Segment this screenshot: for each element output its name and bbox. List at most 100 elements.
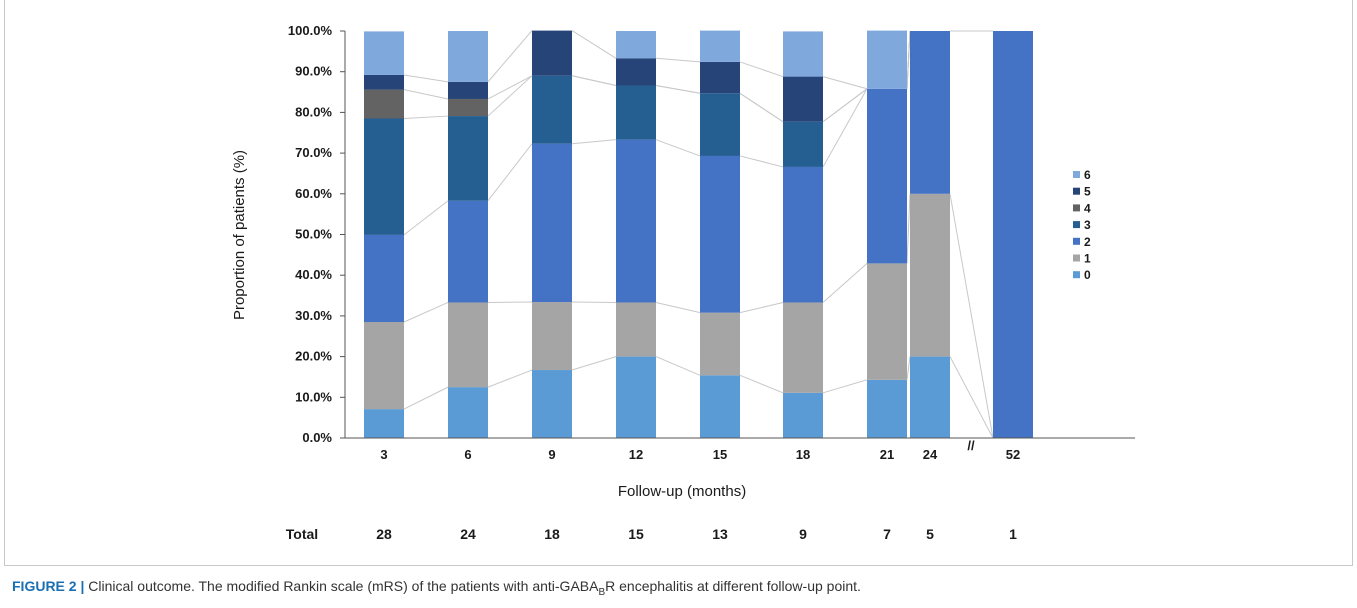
connector-line — [403, 74, 449, 83]
legend-swatch-0 — [1073, 271, 1080, 279]
bar-segment-3-mrs-4 — [364, 89, 404, 119]
y-tick-label: 70.0% — [295, 145, 332, 160]
caption-text-2: R encephalitis at different follow-up po… — [605, 578, 861, 594]
bar-segment-24-mrs-1 — [910, 193, 950, 357]
connector-line — [487, 143, 533, 202]
connector-line — [655, 85, 701, 94]
connector-line — [403, 386, 449, 410]
stacked-bar-chart: 0.0% 10.0% 20.0% 30.0% 40.0% 50.0% 60.0% 70.0% 8… — [231, 23, 1135, 542]
legend-swatch-6 — [1073, 171, 1080, 178]
bar-segment-6-mrs-3 — [448, 116, 488, 201]
connector-line — [403, 115, 449, 120]
connector-line — [739, 92, 784, 123]
y-tick-label: 100.0% — [288, 23, 333, 38]
bar-segment-12-mrs-1 — [616, 302, 656, 357]
bar-segment-15-mrs-2 — [700, 155, 740, 313]
bar-segment-6-mrs-0 — [448, 387, 488, 438]
legend-label-1: 1 — [1084, 252, 1091, 266]
y-tick-label: 10.0% — [295, 389, 332, 404]
connector-line — [571, 75, 617, 87]
bar-segment-3-mrs-0 — [364, 409, 404, 438]
bar-segment-18-mrs-6 — [783, 31, 823, 77]
x-tick-label: 9 — [548, 447, 555, 462]
connector-line — [487, 369, 533, 388]
bar-segment-15-mrs-1 — [700, 312, 740, 376]
legend-label-2: 2 — [1084, 235, 1091, 249]
legend-label-4: 4 — [1084, 201, 1091, 215]
bar-segment-3-mrs-3 — [364, 118, 404, 235]
bar-segment-21-mrs-0 — [867, 379, 907, 438]
total-count: 1 — [1009, 526, 1017, 542]
legend-label-0: 0 — [1084, 268, 1091, 282]
totals-row: 28 24 18 15 13 9 7 5 1 — [376, 526, 1017, 542]
y-tick-label: 20.0% — [295, 349, 332, 364]
bar-segment-15-mrs-6 — [700, 30, 740, 62]
bar-segment-9-mrs-2 — [532, 143, 572, 303]
bar-segment-12-mrs-5 — [616, 58, 656, 86]
connector-line — [949, 193, 994, 439]
connector-line — [739, 61, 784, 78]
connector-line — [906, 356, 911, 380]
bar-segment-6-mrs-5 — [448, 81, 488, 99]
x-tick-label: 3 — [380, 447, 387, 462]
legend-swatch-1 — [1073, 254, 1080, 262]
legend: 6 5 4 3 2 1 0 — [1073, 168, 1091, 282]
connector-line — [403, 89, 449, 100]
bar-segment-18-mrs-3 — [783, 121, 823, 167]
connector-line — [487, 75, 533, 117]
y-tick-label: 0.0% — [302, 430, 332, 445]
bars — [364, 30, 1033, 438]
bar-segment-9-mrs-0 — [532, 370, 572, 438]
connector-line — [487, 75, 533, 100]
axis-break-mark: // — [967, 438, 975, 453]
connector-line — [822, 88, 868, 123]
bar-segment-6-mrs-1 — [448, 302, 488, 388]
connector-line — [739, 155, 784, 168]
y-tick-label: 30.0% — [295, 308, 332, 323]
connector-line — [949, 356, 994, 439]
connector-line — [655, 301, 701, 314]
legend-swatch-2 — [1073, 237, 1080, 245]
connector-line — [655, 139, 701, 157]
caption-text-1: Clinical outcome. The modified Rankin sc… — [84, 578, 599, 594]
y-axis-title: Proportion of patients (%) — [231, 150, 248, 320]
bar-segment-12-mrs-0 — [616, 356, 656, 438]
bar-segment-15-mrs-3 — [700, 93, 740, 156]
bar-segment-18-mrs-0 — [783, 392, 823, 438]
y-tick-label: 50.0% — [295, 227, 332, 242]
figure-caption: FIGURE 2 | Clinical outcome. The modifie… — [12, 578, 1342, 598]
y-ticks: 0.0% 10.0% 20.0% 30.0% 40.0% 50.0% 60.0% 70.0% 8… — [288, 23, 345, 445]
bar-segment-24-mrs-0 — [910, 356, 950, 438]
total-count: 28 — [376, 526, 392, 542]
connector-line — [571, 30, 617, 59]
connector-line — [487, 30, 533, 83]
total-count: 7 — [883, 526, 891, 542]
bar-segment-9-mrs-1 — [532, 302, 572, 371]
bar-segment-9-mrs-3 — [532, 75, 572, 144]
legend-label-5: 5 — [1084, 185, 1091, 199]
bar-segment-18-mrs-2 — [783, 166, 823, 303]
connector-line — [655, 57, 701, 63]
bar-segment-3-mrs-6 — [364, 31, 404, 75]
connector-line — [571, 356, 617, 371]
connector-line — [822, 76, 868, 90]
x-ticks: 3 6 9 12 15 18 21 24 52 — [380, 447, 1020, 462]
total-count: 5 — [926, 526, 934, 542]
connector-line — [655, 356, 701, 376]
bar-segment-18-mrs-1 — [783, 302, 823, 393]
legend-label-6: 6 — [1084, 168, 1091, 182]
x-tick-label: 21 — [880, 447, 894, 462]
connector-line — [403, 302, 449, 323]
y-tick-label: 90.0% — [295, 64, 332, 79]
total-count: 18 — [544, 526, 560, 542]
connector-line — [739, 301, 784, 314]
total-count: 9 — [799, 526, 807, 542]
bar-segment-15-mrs-5 — [700, 61, 740, 94]
bar-segment-3-mrs-2 — [364, 234, 404, 323]
connector-line — [906, 193, 911, 264]
bar-segment-3-mrs-5 — [364, 74, 404, 90]
legend-swatch-4 — [1073, 204, 1080, 212]
x-tick-label: 6 — [464, 447, 471, 462]
totals-title: Total — [286, 526, 318, 542]
x-tick-label: 12 — [629, 447, 643, 462]
